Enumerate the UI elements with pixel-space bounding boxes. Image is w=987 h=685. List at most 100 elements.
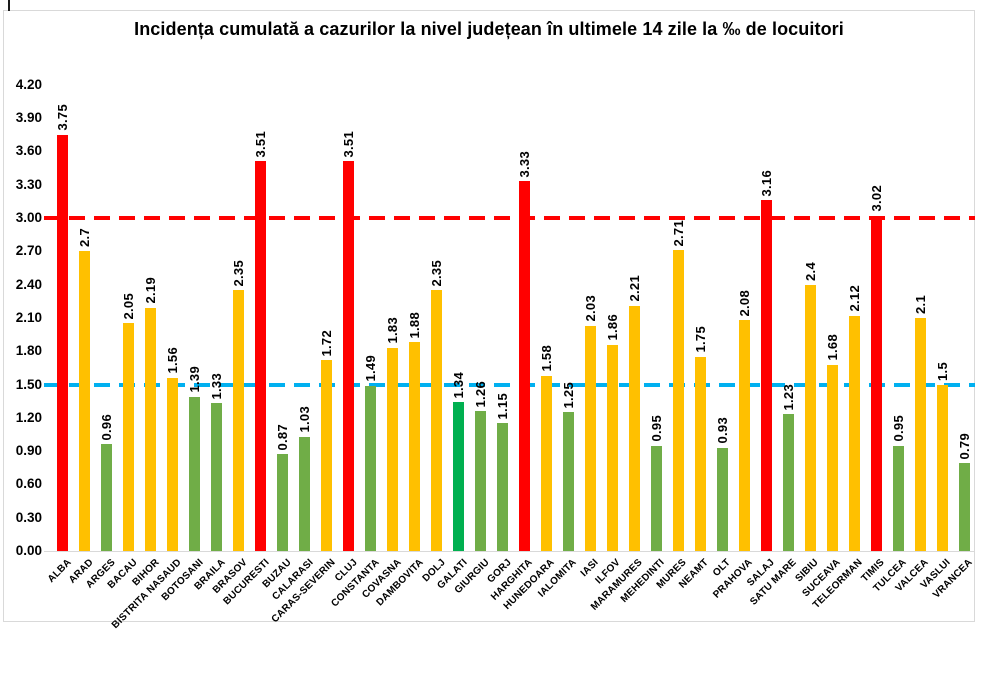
bar-value-label: 2.08 [736,289,752,317]
y-axis-tick-label: 3.30 [15,176,42,192]
bar-value-label: 1.23 [780,383,796,411]
bar-value-label: 3.51 [253,130,269,158]
bar-value-label: 1.39 [187,366,203,393]
bar-dambovita [409,342,421,551]
bar-valcea [914,317,926,551]
lower-threshold-dashed-line [44,382,975,387]
bar-vaslui [936,384,948,551]
bar-dolj [431,290,443,551]
bar-arad [79,251,91,551]
bar-bucuresti [255,161,267,551]
bar-ilfov [606,344,618,551]
bar-value-label: 1.83 [385,317,401,344]
y-axis-tick-label: 3.90 [15,110,42,126]
bar-olt [716,447,728,551]
bar-prahova [738,320,750,551]
bar-value-label: 1.75 [692,326,708,353]
bar-value-label: 2.05 [121,292,137,320]
bar-value-label: 0.95 [890,415,906,442]
bar-bistrita-nasaud [167,377,179,551]
bar-hunedoara [540,375,552,551]
y-axis-tick-label: 1.80 [15,343,42,359]
bar-value-label: 1.72 [319,329,335,357]
bar-value-label: 2.03 [582,295,598,322]
bar-timis [870,215,882,551]
bar-calarasi [299,436,311,551]
bar-value-label: 3.33 [516,150,532,178]
y-axis-tick-label: 0.30 [15,509,42,525]
chart-title: Incidența cumulată a cazurilor la nivel … [134,19,844,39]
chart-screenshot: { "page": { "background": "#FFFFFF" }, "… [0,0,975,631]
bar-braila [211,403,223,551]
bar-ialomita [562,412,574,551]
bar-value-label: 2.35 [231,259,247,287]
x-axis-labels: ALBA ARAD ARGES BACAU BIHOR BISTRITA NASAUD BO… [46,555,975,631]
bar-value-label: 0.93 [714,417,730,444]
y-axis-tick-label: 0.00 [15,543,42,558]
bar-brasov [233,290,245,551]
bar-value-label: 0.96 [99,413,115,441]
bar-value-label: 1.5 [934,361,950,381]
y-axis-tick-label: 4.20 [15,76,42,92]
bar-neamt [694,356,706,551]
bar-bihor [145,307,157,551]
x-axis-line [44,551,975,552]
bar-value-label: 2.71 [670,219,686,247]
y-axis-tick-labels: 0.00 0.30 0.60 0.90 1.20 1.50 1.80 2.10 2.40 2.70… [0,77,42,558]
bar-value-label: 0.95 [648,415,664,442]
bar-value-label: 1.88 [407,311,423,339]
bar-gorj [497,423,508,551]
bar-cluj [343,161,355,551]
bar-value-label: 3.51 [341,130,357,158]
bar-value-label: 2.19 [143,277,159,304]
bar-mehedinti [650,445,662,551]
bar-galati [453,402,465,551]
bar-botosani [189,396,201,551]
y-axis-tick-label: 3.60 [15,143,42,159]
bar-covasna [387,347,399,551]
bar-caras-severin [321,360,333,551]
bar-buzau [277,454,289,551]
bar-value-label: 1.56 [165,347,181,374]
bar-value-label: 3.02 [868,185,884,212]
bar-teleorman [848,315,860,551]
bar-value-label: 1.26 [473,380,489,408]
bar-satu-mare [782,414,794,551]
bar-salaj [760,200,772,551]
y-axis-tick-label: 3.00 [15,210,42,225]
bar-alba [57,134,69,551]
bar-sibiu [804,284,816,551]
bar-value-label: 1.34 [451,371,467,399]
bar-value-label: 1.25 [560,381,576,409]
screen-edge-artifact [8,0,10,11]
bar-value-label: 2.35 [429,259,445,287]
y-axis-tick-label: 1.20 [15,409,42,425]
bar-maramures [628,305,640,551]
bar-value-label: 1.33 [209,372,225,400]
bar-value-label: 2.4 [802,261,818,281]
y-axis-tick-label: 2.70 [15,243,42,259]
bar-tulcea [892,445,904,551]
bar-value-label: 0.87 [275,423,291,451]
upper-threshold-dashed-line [44,216,975,220]
bar-value-label: 2.21 [626,275,642,302]
bar-vrancea [958,463,970,551]
bar-giurgiu [475,411,487,551]
bar-value-label: 1.68 [824,334,840,361]
y-axis-tick-label: 1.50 [15,376,42,392]
bar-mures [672,250,684,551]
bar-value-label: 1.58 [538,345,554,372]
bar-value-label: 3.75 [55,104,71,131]
y-axis-tick-label: 0.60 [15,476,42,492]
bar-arges [101,444,113,551]
bar-iasi [584,325,596,551]
bar-suceava [826,364,838,551]
y-axis-tick-label: 2.40 [15,276,42,292]
bar-value-label: 1.86 [604,314,620,341]
bar-value-label: 3.16 [758,169,774,197]
bar-value-label: 2.7 [77,228,93,248]
bar-value-label: 1.03 [297,406,313,433]
bar-harghita [518,181,530,551]
bar-bacau [123,323,135,551]
bar-value-label: 1.49 [363,355,379,382]
